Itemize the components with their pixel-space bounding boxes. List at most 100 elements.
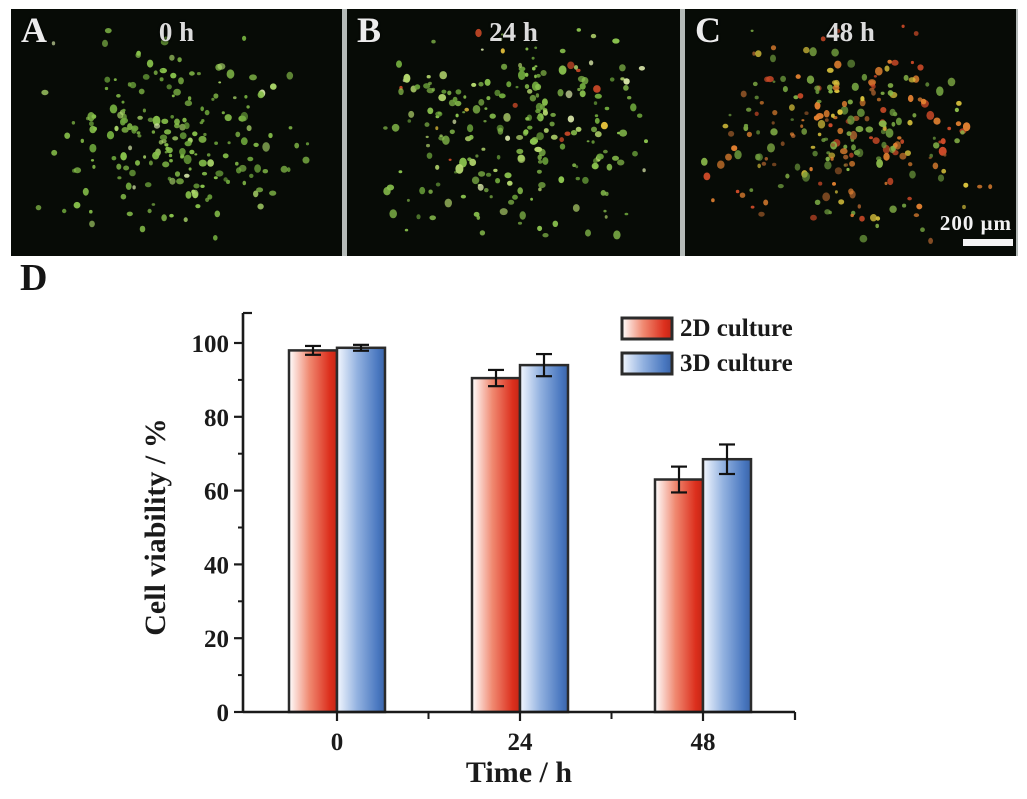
cell-dot xyxy=(515,85,519,89)
cell-dot xyxy=(524,84,530,89)
cell-dot xyxy=(257,203,264,210)
cell-dot xyxy=(452,119,457,125)
cell-dot xyxy=(883,152,890,161)
legend-label: 3D culture xyxy=(680,350,793,377)
cell-dot xyxy=(262,169,269,174)
x-tick-label: 48 xyxy=(691,729,716,756)
cell-dot xyxy=(183,217,188,223)
cell-dot xyxy=(151,130,156,134)
y-axis-title: Cell viability / % xyxy=(139,418,172,636)
cell-dot xyxy=(169,54,175,61)
cell-dot xyxy=(785,173,790,179)
cell-dot xyxy=(204,109,210,116)
cell-dot xyxy=(802,171,810,182)
cell-dot xyxy=(71,121,76,125)
cell-dot xyxy=(536,116,541,120)
cell-dot xyxy=(188,167,192,171)
cell-dot xyxy=(623,85,629,91)
cell-dot xyxy=(837,109,843,115)
cell-dot xyxy=(525,117,530,121)
cell-dot xyxy=(962,122,971,132)
cell-dot xyxy=(531,56,535,60)
cell-dot xyxy=(594,114,599,118)
cell-dot xyxy=(484,188,489,193)
cell-dot xyxy=(152,115,161,126)
cell-dot xyxy=(142,74,150,80)
cell-dot xyxy=(612,155,619,161)
cell-dot xyxy=(168,153,173,158)
cell-dot xyxy=(51,149,58,156)
cell-dot xyxy=(834,60,842,69)
cell-dot xyxy=(505,135,511,141)
cell-dot xyxy=(806,75,815,84)
cell-dot xyxy=(170,72,177,79)
cell-dot xyxy=(907,196,912,201)
cell-dot xyxy=(121,100,125,104)
cell-dot xyxy=(630,103,637,112)
cell-dot xyxy=(752,51,756,56)
cell-dot xyxy=(825,156,830,162)
cell-dot xyxy=(132,185,136,190)
cell-dot xyxy=(426,87,435,94)
cell-dot xyxy=(889,205,897,213)
cell-dot xyxy=(249,74,257,81)
cell-dot xyxy=(240,137,248,146)
cell-dot xyxy=(550,134,558,140)
cell-dot xyxy=(246,125,252,132)
cell-dot xyxy=(941,168,947,174)
cell-dot xyxy=(215,170,224,177)
cell-dot xyxy=(447,90,452,96)
x-tick-label: 0 xyxy=(331,729,344,756)
cell-dot xyxy=(725,153,732,161)
cell-dot xyxy=(734,150,742,160)
cell-dot xyxy=(137,115,143,120)
cell-dot xyxy=(937,174,945,182)
cell-dot xyxy=(247,156,254,162)
cell-dot xyxy=(480,48,484,51)
cell-dot xyxy=(254,164,261,173)
cell-dot xyxy=(887,59,892,64)
y-tick-label: 0 xyxy=(217,700,230,727)
cell-dot xyxy=(398,88,404,96)
cell-dot xyxy=(564,131,571,136)
cell-dot xyxy=(484,78,491,86)
cell-dot xyxy=(884,181,888,186)
cell-dot xyxy=(286,71,294,80)
cell-dot xyxy=(194,153,198,156)
cell-dot xyxy=(435,182,441,187)
cell-dot xyxy=(233,96,237,100)
cell-dot xyxy=(139,225,146,233)
cell-dot xyxy=(206,153,211,157)
cell-dot xyxy=(170,115,174,119)
cell-dot xyxy=(834,28,841,34)
cell-dot xyxy=(856,148,864,158)
cell-dot xyxy=(576,68,581,73)
cell-dot xyxy=(270,83,277,90)
cell-dot xyxy=(843,154,849,160)
cell-dot xyxy=(535,108,541,114)
cell-dot xyxy=(214,141,219,145)
cell-dot xyxy=(558,65,567,75)
cell-dot xyxy=(536,73,541,78)
y-tick-label: 80 xyxy=(204,405,229,432)
cell-dot xyxy=(153,70,158,75)
cell-dot xyxy=(909,170,916,179)
cell-dot xyxy=(439,71,447,80)
cell-dot xyxy=(73,201,81,209)
cell-dot xyxy=(960,130,965,135)
cell-dot xyxy=(495,178,501,184)
cell-dot xyxy=(609,77,615,82)
cell-dot xyxy=(910,60,914,65)
cell-dot xyxy=(428,81,432,85)
cell-dot xyxy=(830,156,834,161)
cell-dot xyxy=(859,234,868,243)
cell-dot xyxy=(425,135,429,139)
cell-dot xyxy=(256,187,264,193)
cell-dot xyxy=(588,60,594,66)
cell-dot xyxy=(582,176,589,184)
cell-dot xyxy=(764,157,768,161)
cell-dot xyxy=(576,28,581,32)
cell-dot xyxy=(912,113,917,118)
cell-dot xyxy=(875,223,879,229)
cell-dot xyxy=(536,169,542,174)
